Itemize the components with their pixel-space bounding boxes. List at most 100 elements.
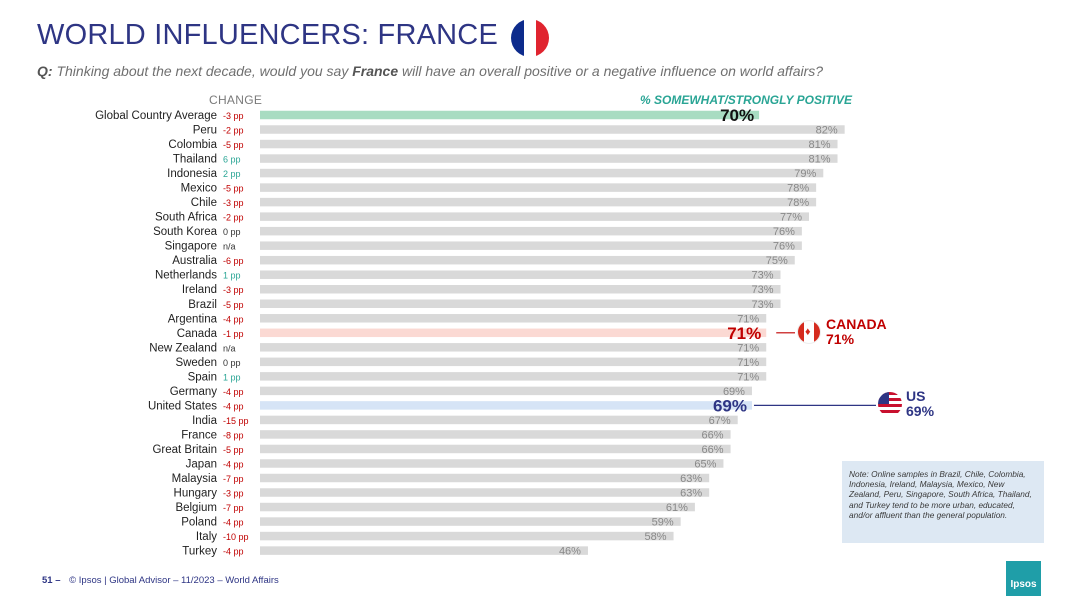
category-label-italy: Italy (196, 531, 217, 543)
category-label-france: France (181, 429, 217, 441)
value-label-new-zealand: 71% (737, 342, 759, 354)
category-label-south-korea: South Korea (153, 226, 218, 238)
value-label-netherlands: 73% (751, 270, 773, 282)
change-value-france: -8 pp (223, 430, 244, 440)
methodology-note: Note: Online samples in Brazil, Chile, C… (842, 461, 1044, 543)
bar-belgium (260, 502, 695, 512)
category-label-global-country-average: Global Country Average (95, 110, 217, 122)
bar-mexico (260, 183, 817, 192)
page-title: WORLD INFLUENCERS: FRANCE (37, 19, 498, 51)
bar-spain (260, 372, 767, 381)
bar-ireland (260, 284, 781, 294)
change-column-header: CHANGE (209, 93, 263, 107)
us-callout: US 69% (906, 389, 934, 419)
value-label-australia: 75% (766, 255, 788, 267)
bar-peru (260, 125, 845, 134)
us-callout-label: US (906, 388, 926, 404)
bar-sweden (260, 357, 767, 367)
category-label-belgium: Belgium (175, 502, 217, 514)
change-value-brazil: -5 pp (223, 300, 244, 310)
change-value-germany: -4 pp (223, 387, 244, 397)
category-label-great-britain: Great Britain (152, 444, 217, 456)
category-label-germany: Germany (170, 386, 218, 398)
value-label-malaysia: 63% (680, 473, 702, 485)
change-value-great-britain: -5 pp (223, 445, 244, 455)
bar-india (260, 415, 738, 425)
category-label-australia: Australia (172, 255, 217, 267)
value-label-great-britain: 66% (702, 444, 724, 456)
change-value-mexico: -5 pp (223, 184, 244, 194)
bar-japan (260, 459, 724, 468)
value-label-japan: 65% (694, 458, 716, 470)
value-label-sweden: 71% (737, 357, 759, 369)
category-label-hungary: Hungary (174, 488, 218, 500)
us-callout-value: 69% (906, 403, 935, 419)
value-label-peru: 82% (816, 125, 838, 137)
value-label-indonesia: 79% (794, 168, 816, 180)
category-label-spain: Spain (188, 371, 217, 383)
category-label-thailand: Thailand (173, 154, 217, 166)
category-label-south-africa: South Africa (155, 212, 218, 224)
value-label-global-country-average: 70% (720, 106, 754, 125)
bar-singapore (260, 241, 802, 250)
bar-chile (260, 197, 817, 207)
value-label-south-korea: 76% (773, 226, 795, 238)
footer: 51 – © Ipsos | Global Advisor – 11/2023 … (42, 575, 279, 586)
category-label-malaysia: Malaysia (172, 473, 218, 485)
change-value-peru: -2 pp (223, 126, 244, 136)
category-label-canada: Canada (177, 328, 218, 340)
bar-united-states (260, 401, 752, 410)
bar-brazil (260, 299, 781, 309)
value-label-thailand: 81% (808, 154, 830, 166)
category-label-india: India (192, 415, 218, 427)
value-label-united-states: 69% (713, 396, 747, 415)
category-label-poland: Poland (181, 517, 217, 529)
change-value-poland: -4 pp (223, 518, 244, 528)
canada-callout-value: 71% (826, 331, 855, 347)
category-label-ireland: Ireland (182, 284, 217, 296)
value-label-hungary: 63% (680, 488, 702, 500)
page-number: 51 – (42, 575, 61, 586)
category-label-netherlands: Netherlands (155, 270, 217, 282)
value-label-argentina: 71% (737, 313, 759, 325)
value-label-mexico: 78% (787, 183, 809, 195)
ipsos-logo: Ipsos (1006, 561, 1041, 596)
value-label-india: 67% (709, 415, 731, 427)
bar-italy (260, 531, 674, 541)
bar-great-britain (260, 444, 731, 454)
value-label-spain: 71% (737, 371, 759, 383)
value-label-ireland: 73% (751, 284, 773, 296)
canada-callout-label: CANADA (826, 316, 887, 332)
change-value-global-country-average: -3 pp (223, 111, 244, 121)
canada-flag-icon: ♦ (797, 320, 821, 344)
category-label-united-states: United States (148, 400, 217, 412)
question-country: France (352, 63, 399, 79)
bar-turkey (260, 546, 588, 555)
bar-poland (260, 517, 681, 526)
bar-australia (260, 255, 795, 265)
value-label-canada: 71% (727, 324, 761, 343)
value-label-italy: 58% (645, 531, 667, 543)
value-label-belgium: 61% (666, 502, 688, 514)
bar-south-korea (260, 226, 802, 236)
value-label-brazil: 73% (751, 299, 773, 311)
france-flag-icon (511, 19, 549, 57)
canada-callout: CANADA 71% (826, 317, 887, 347)
question-prefix: Q: (37, 63, 53, 79)
category-label-indonesia: Indonesia (167, 168, 217, 180)
bar-south-africa (260, 212, 810, 221)
value-label-germany: 69% (723, 386, 745, 398)
bar-colombia (260, 139, 838, 149)
change-value-chile: -3 pp (223, 198, 244, 208)
category-label-japan: Japan (186, 458, 217, 470)
value-label-turkey: 46% (559, 546, 581, 558)
value-label-colombia: 81% (808, 139, 830, 151)
change-value-australia: -6 pp (223, 256, 244, 266)
bar-germany (260, 386, 752, 396)
change-value-italy: -10 pp (223, 532, 249, 542)
category-label-argentina: Argentina (168, 313, 218, 325)
change-value-turkey: -4 pp (223, 547, 244, 557)
bar-hungary (260, 488, 710, 497)
category-label-mexico: Mexico (181, 183, 217, 195)
